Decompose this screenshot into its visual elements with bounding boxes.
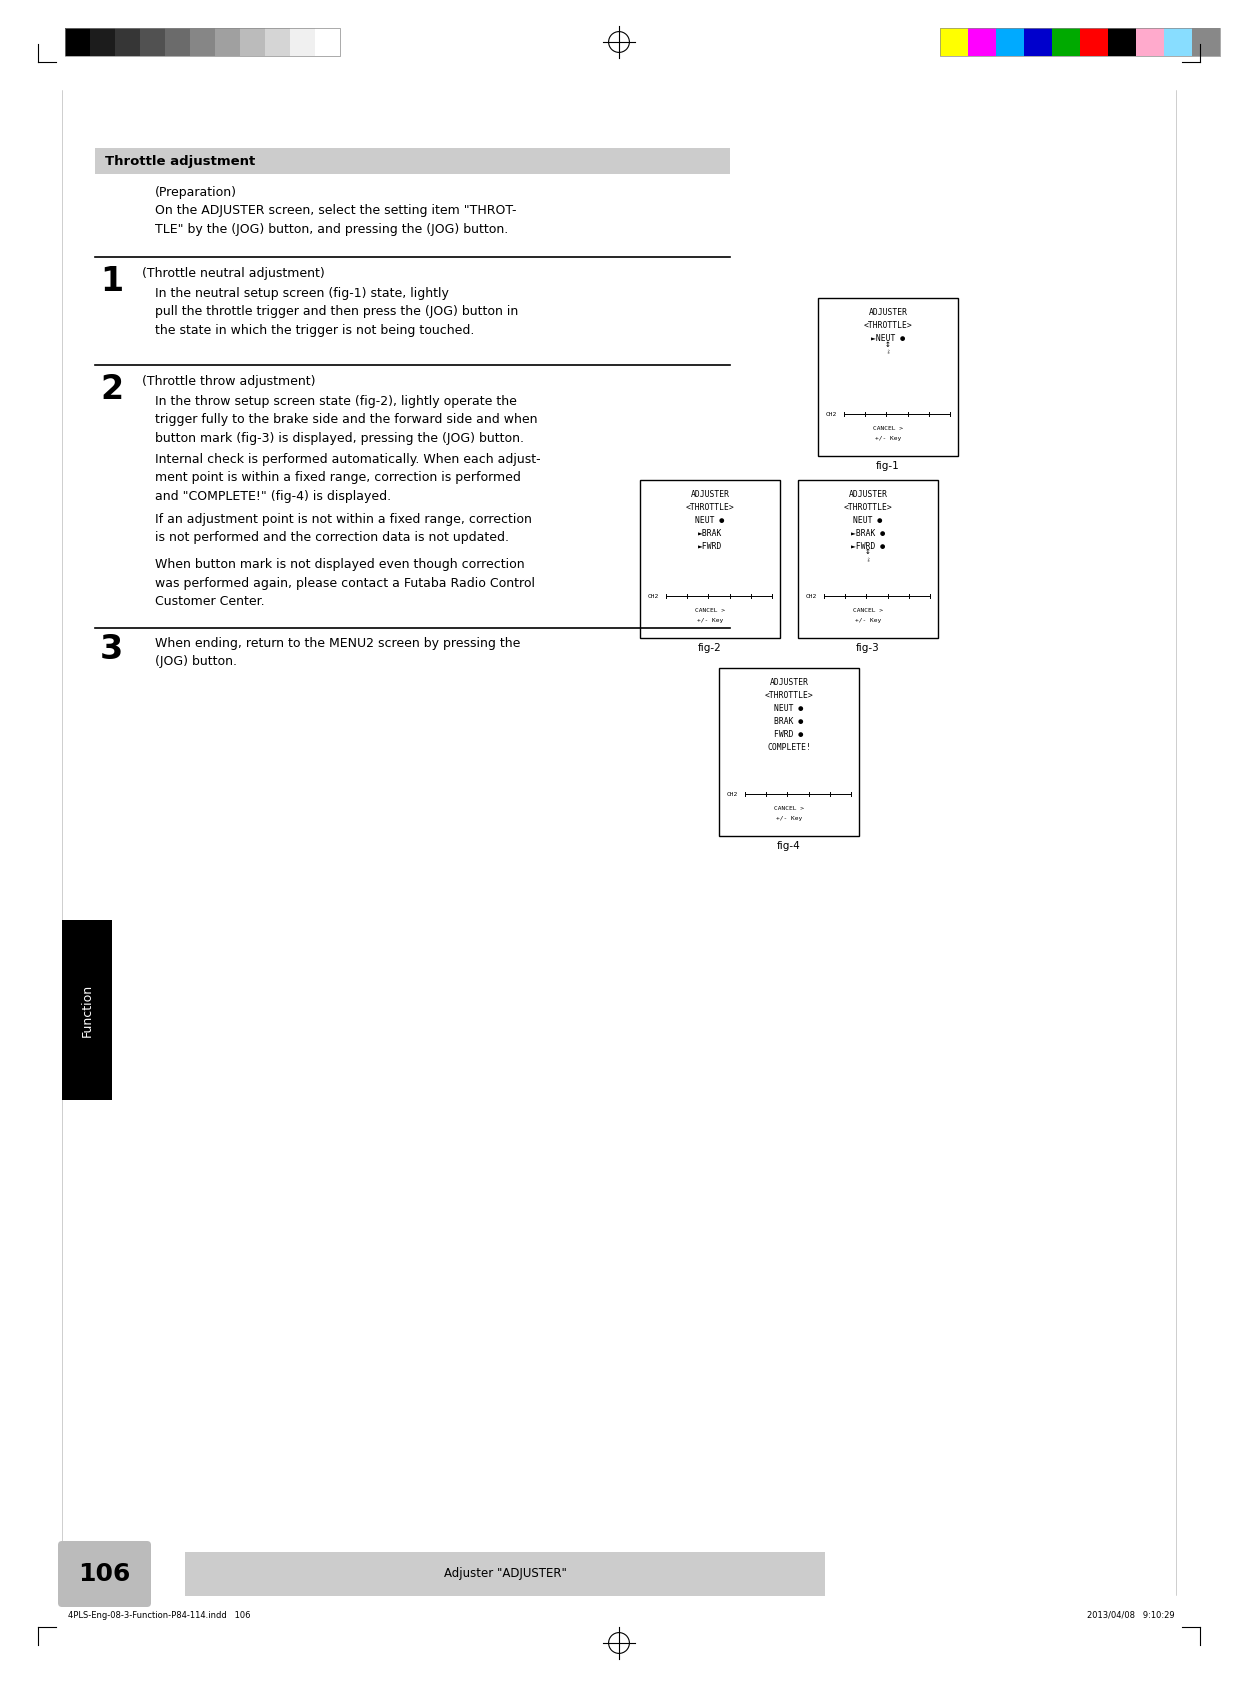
Text: 3: 3 [100, 634, 124, 666]
Text: If an adjustment point is not within a fixed range, correction
is not performed : If an adjustment point is not within a f… [155, 512, 532, 544]
Bar [314, 29, 340, 56]
Text: <THROTTLE>: <THROTTLE> [686, 504, 734, 512]
Text: NEUT ●: NEUT ● [696, 516, 724, 526]
Text: 2013/04/08   9:10:29: 2013/04/08 9:10:29 [1087, 1611, 1175, 1619]
Text: ►BRAK: ►BRAK [698, 529, 722, 538]
Bar [95, 148, 730, 174]
Text: FWRD ●: FWRD ● [775, 730, 803, 740]
Text: CANCEL >: CANCEL > [873, 426, 903, 431]
Bar [189, 29, 215, 56]
Text: ►FWRD: ►FWRD [698, 543, 722, 551]
Text: Internal check is performed automatically. When each adjust-
ment point is withi: Internal check is performed automaticall… [155, 453, 541, 504]
Text: fig-3: fig-3 [857, 644, 880, 654]
Text: CANCEL >: CANCEL > [695, 608, 725, 613]
Text: (Throttle throw adjustment): (Throttle throw adjustment) [137, 376, 316, 388]
Text: When button mark is not displayed even though correction
was performed again, pl: When button mark is not displayed even t… [155, 558, 535, 608]
FancyBboxPatch shape [58, 1542, 151, 1607]
Text: ADJUSTER: ADJUSTER [848, 490, 888, 499]
Bar [62, 920, 111, 1100]
Text: When ending, return to the MENU2 screen by pressing the
(JOG) button.: When ending, return to the MENU2 screen … [155, 637, 520, 669]
Bar [1136, 29, 1164, 56]
Text: ADJUSTER: ADJUSTER [691, 490, 729, 499]
Bar [240, 29, 265, 56]
Bar [140, 29, 165, 56]
Text: <THROTTLE>: <THROTTLE> [765, 691, 813, 699]
Text: CANCEL >: CANCEL > [853, 608, 883, 613]
Bar [66, 29, 340, 56]
Bar [1024, 29, 1052, 56]
Bar [818, 298, 958, 457]
Text: 2: 2 [100, 372, 123, 406]
Text: ↕: ↕ [885, 347, 891, 357]
Bar [1192, 29, 1219, 56]
Text: fig-2: fig-2 [698, 644, 722, 654]
Bar [265, 29, 290, 56]
Bar [215, 29, 240, 56]
Text: In the neutral setup screen (fig-1) state, lightly
pull the throttle trigger and: In the neutral setup screen (fig-1) stat… [155, 286, 519, 337]
Text: CH2: CH2 [647, 595, 660, 598]
Text: (Preparation): (Preparation) [155, 185, 236, 199]
Text: 106: 106 [78, 1562, 131, 1586]
Text: ↕: ↕ [865, 554, 872, 564]
Text: Adjuster "ADJUSTER": Adjuster "ADJUSTER" [443, 1567, 567, 1581]
Text: ↕: ↕ [865, 554, 870, 564]
Text: ►FWRD ●: ►FWRD ● [851, 543, 885, 551]
Text: NEUT ●: NEUT ● [853, 516, 883, 526]
Text: 1: 1 [100, 265, 123, 298]
Bar [165, 29, 189, 56]
Text: ↕: ↕ [885, 347, 890, 356]
Text: ADJUSTER: ADJUSTER [869, 308, 907, 317]
Bar [290, 29, 314, 56]
Text: +/- Key: +/- Key [697, 618, 723, 623]
Bar [719, 667, 859, 836]
Text: +/- Key: +/- Key [776, 816, 802, 821]
Text: On the ADJUSTER screen, select the setting item "THROT-
TLE" by the (JOG) button: On the ADJUSTER screen, select the setti… [155, 204, 516, 236]
Text: COMPLETE!: COMPLETE! [768, 743, 811, 752]
Bar [66, 29, 90, 56]
Text: In the throw setup screen state (fig-2), lightly operate the
trigger fully to th: In the throw setup screen state (fig-2),… [155, 394, 537, 445]
Text: NEUT ●: NEUT ● [775, 704, 803, 713]
Text: +/- Key: +/- Key [855, 618, 881, 623]
Text: (Throttle neutral adjustment): (Throttle neutral adjustment) [137, 266, 324, 280]
Bar [1164, 29, 1192, 56]
Text: BRAK ●: BRAK ● [775, 718, 803, 726]
Text: ↕: ↕ [865, 546, 872, 556]
Text: Throttle adjustment: Throttle adjustment [105, 155, 255, 167]
Text: ►NEUT ●: ►NEUT ● [872, 334, 905, 344]
Bar [940, 29, 968, 56]
Text: CH2: CH2 [727, 792, 738, 797]
Text: +/- Key: +/- Key [875, 436, 901, 441]
Bar [640, 480, 780, 639]
Text: <THROTTLE>: <THROTTLE> [864, 322, 912, 330]
Text: <THROTTLE>: <THROTTLE> [843, 504, 893, 512]
Text: ►BRAK ●: ►BRAK ● [851, 529, 885, 538]
Bar [115, 29, 140, 56]
Text: 4PLS-Eng-08-3-Function-P84-114.indd   106: 4PLS-Eng-08-3-Function-P84-114.indd 106 [68, 1611, 250, 1619]
Bar [997, 29, 1024, 56]
Text: ADJUSTER: ADJUSTER [770, 677, 808, 687]
Bar [968, 29, 997, 56]
Text: CH2: CH2 [806, 595, 817, 598]
Bar [90, 29, 115, 56]
Text: CANCEL >: CANCEL > [774, 805, 803, 810]
Bar [940, 29, 1219, 56]
Bar [1052, 29, 1080, 56]
Text: fig-1: fig-1 [877, 462, 900, 472]
Bar [1108, 29, 1136, 56]
Text: fig-4: fig-4 [777, 841, 801, 851]
Text: Function: Function [80, 984, 94, 1036]
Text: CH2: CH2 [826, 413, 837, 416]
Bar [1080, 29, 1108, 56]
Text: ↕: ↕ [885, 339, 891, 349]
Bar [184, 1552, 825, 1596]
Bar [799, 480, 938, 639]
